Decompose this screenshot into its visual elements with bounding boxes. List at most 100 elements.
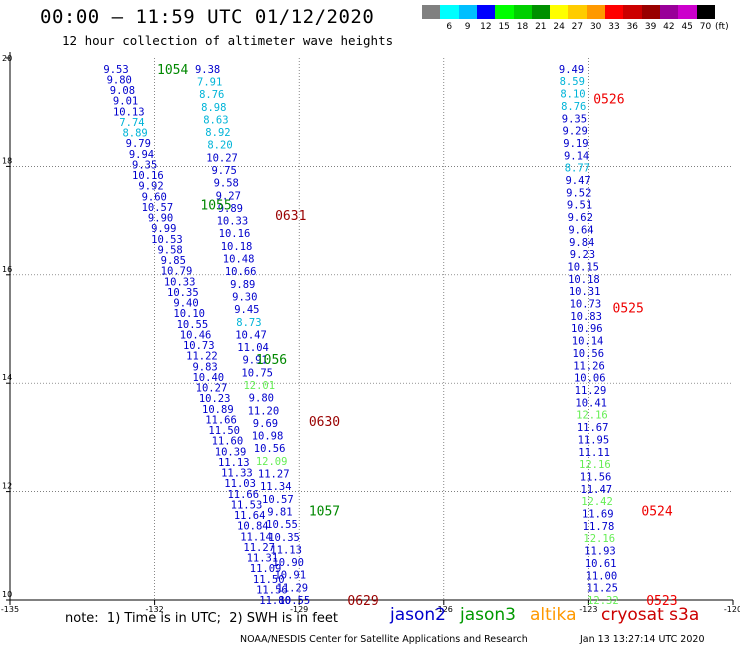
swh-value: 9.64 [568, 224, 593, 236]
swh-value: 9.47 [565, 175, 590, 187]
x-tick-label: -123 [579, 605, 597, 614]
swh-value: 9.89 [230, 279, 255, 291]
swh-value: 9.49 [559, 64, 584, 76]
swh-value: 11.09 [250, 563, 282, 575]
swh-value: 10.06 [574, 373, 606, 385]
swh-value: 10.91 [274, 570, 306, 582]
x-tick-label: -120 [724, 605, 740, 614]
swh-value: 11.95 [578, 434, 610, 446]
y-tick-label: 16 [2, 265, 12, 274]
legend-jason2: jason2 [390, 605, 446, 625]
legend-swatch-label: 15 [498, 22, 510, 32]
swh-value: 8.76 [199, 89, 224, 101]
swh-value: 9.52 [566, 187, 591, 199]
legend-swatch-label: 12 [480, 22, 492, 32]
legend-swatch-label: 9 [464, 22, 471, 32]
swh-value: 11.29 [277, 582, 309, 594]
y-tick-label: 18 [2, 156, 12, 165]
swh-value: 11.64 [234, 510, 266, 522]
swh-value: 9.80 [107, 74, 132, 86]
swh-value: 10.15 [567, 261, 599, 273]
swh-value: 10.84 [237, 521, 269, 533]
swh-value: 11.11 [578, 447, 610, 459]
swh-value: 7.91 [197, 76, 222, 88]
pass-time-label: 0524 [641, 505, 672, 520]
legend-swatch [586, 5, 606, 19]
legend-swatch [568, 5, 588, 19]
pass-time-label: 1055 [200, 198, 231, 213]
legend-swatch-label: 39 [644, 22, 657, 32]
swh-value: 12.16 [576, 410, 608, 422]
swh-value: 9.89 [218, 203, 243, 215]
swh-value: 9.29 [563, 126, 588, 138]
swh-value: 10.73 [183, 340, 215, 352]
swh-value: 10.56 [572, 348, 604, 360]
swh-value: 9.60 [142, 191, 167, 203]
swh-value: 8.20 [207, 140, 232, 152]
swh-value: 11.60 [212, 436, 244, 448]
legend-swatch [623, 5, 643, 19]
swh-value: 10.90 [272, 557, 304, 569]
generated-timestamp: Jan 13 13:27:14 UTC 2020 [580, 634, 705, 645]
legend-swatch-label: 33 [608, 22, 620, 32]
swh-value: 10.55 [279, 595, 311, 607]
swh-value: 11.20 [248, 405, 280, 417]
swh-value: 11.13 [270, 544, 302, 556]
swh-value: 9.90 [148, 213, 173, 225]
swh-value: 10.39 [215, 446, 247, 458]
swh-value: 10.57 [262, 494, 294, 506]
swh-value: 10.16 [219, 228, 251, 240]
x-tick-label: -135 [1, 605, 19, 614]
swh-value: 9.92 [138, 181, 163, 193]
swh-value: 9.91 [242, 355, 267, 367]
legend-unit: (ft) [715, 22, 729, 32]
swh-value: 10.75 [241, 367, 273, 379]
swh-value: 10.40 [192, 372, 224, 384]
swh-value: 8.98 [201, 102, 226, 114]
swh-value: 9.62 [568, 212, 593, 224]
legend-swatch-label: 27 [571, 22, 584, 32]
swh-value: 11.93 [584, 546, 616, 558]
swh-value: 12.16 [579, 459, 611, 471]
pass-time-label: 0523 [646, 594, 677, 609]
pass-time-label: 0629 [347, 594, 378, 609]
swh-value: 11.56 [256, 584, 288, 596]
swh-value: 9.75 [211, 165, 236, 177]
swh-value: 9.83 [192, 361, 217, 373]
swh-value: 11.80 [259, 595, 291, 607]
swh-value: 10.55 [177, 319, 209, 331]
legend-swatch [659, 5, 679, 19]
swh-value: 11.34 [260, 481, 292, 493]
swh-value: 12.42 [581, 496, 613, 508]
swh-value: 9.53 [103, 64, 128, 76]
swh-value: 10.13 [113, 106, 145, 118]
swh-value: 8.73 [236, 317, 261, 329]
swh-value: 9.84 [569, 237, 594, 249]
swh-value: 10.61 [585, 558, 617, 570]
legend-swatch [440, 5, 460, 19]
swh-value: 10.35 [167, 287, 199, 299]
chart-title: 00:00 – 11:59 UTC 01/12/2020 [40, 6, 375, 28]
footnote: note: 1) Time is in UTC; 2) SWH is in fe… [65, 611, 338, 626]
swh-value: 10.33 [164, 276, 196, 288]
swh-value: 12.09 [256, 456, 288, 468]
legend-swatch-label: 6 [446, 22, 453, 32]
legend-swatch [476, 5, 496, 19]
swh-value: 11.50 [208, 425, 240, 437]
swh-value: 11.50 [253, 574, 285, 586]
swh-value: 11.66 [227, 489, 259, 501]
swh-value: 10.83 [570, 311, 602, 323]
swh-value: 11.47 [580, 484, 612, 496]
swh-value: 9.14 [564, 150, 589, 162]
y-tick-label: 20 [2, 54, 12, 63]
swh-value: 10.33 [217, 216, 249, 228]
credit-line: NOAA/NESDIS Center for Satellite Applica… [240, 634, 528, 645]
swh-value: 9.45 [234, 304, 259, 316]
legend-swatch-label: 45 [681, 22, 693, 32]
swh-value: 8.92 [205, 127, 230, 139]
swh-value: 9.81 [267, 506, 292, 518]
legend-swatch [513, 5, 533, 19]
swh-value: 10.18 [568, 274, 600, 286]
swh-value: 9.69 [253, 418, 278, 430]
